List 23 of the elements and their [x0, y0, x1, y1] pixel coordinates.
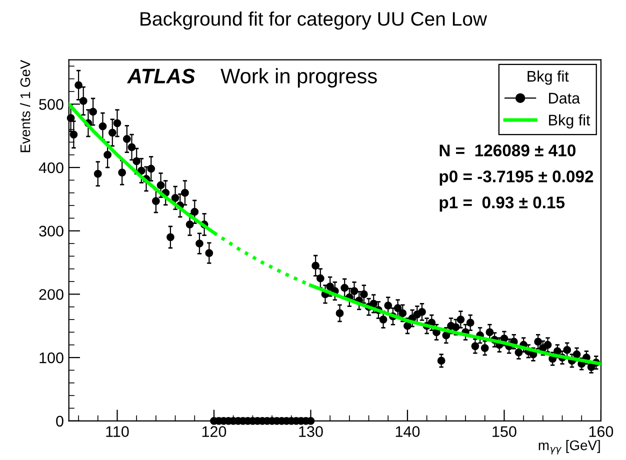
- chart-title: Background fit for category UU Cen Low: [140, 12, 488, 30]
- x-tick-label: 120: [202, 426, 226, 437]
- legend-label: Bkg fit: [549, 114, 590, 128]
- annotation: p0 = -3.7195 ± 0.092: [440, 170, 594, 186]
- x-tick-label: 160: [589, 426, 614, 437]
- x-tick-label: 130: [299, 426, 323, 437]
- y-tick-label: 200: [39, 289, 64, 300]
- annotation: Work in progress: [220, 68, 377, 88]
- annotation: ATLAS: [126, 68, 196, 84]
- y-tick-label: 300: [39, 226, 64, 237]
- x-axis-title: m$_{γγ}$ [GeV]: [538, 440, 600, 454]
- x-tick-label: 110: [106, 426, 129, 437]
- annotation: p1 = 0.93 ± 0.15: [440, 196, 565, 212]
- y-tick-label: 0: [56, 416, 64, 427]
- y-axis-title: Events / 1 GeV: [20, 60, 30, 152]
- annotation: N = 126089 ± 410: [440, 144, 576, 156]
- x-tick-label: 150: [492, 426, 516, 437]
- y-tick-label: 400: [38, 162, 64, 174]
- x-tick-label: 140: [396, 426, 420, 437]
- legend-title: Bkg fit: [528, 70, 569, 85]
- legend-label: Data: [549, 92, 580, 104]
- y-tick-label: 100: [40, 352, 64, 364]
- y-tick-label: 500: [39, 99, 64, 110]
